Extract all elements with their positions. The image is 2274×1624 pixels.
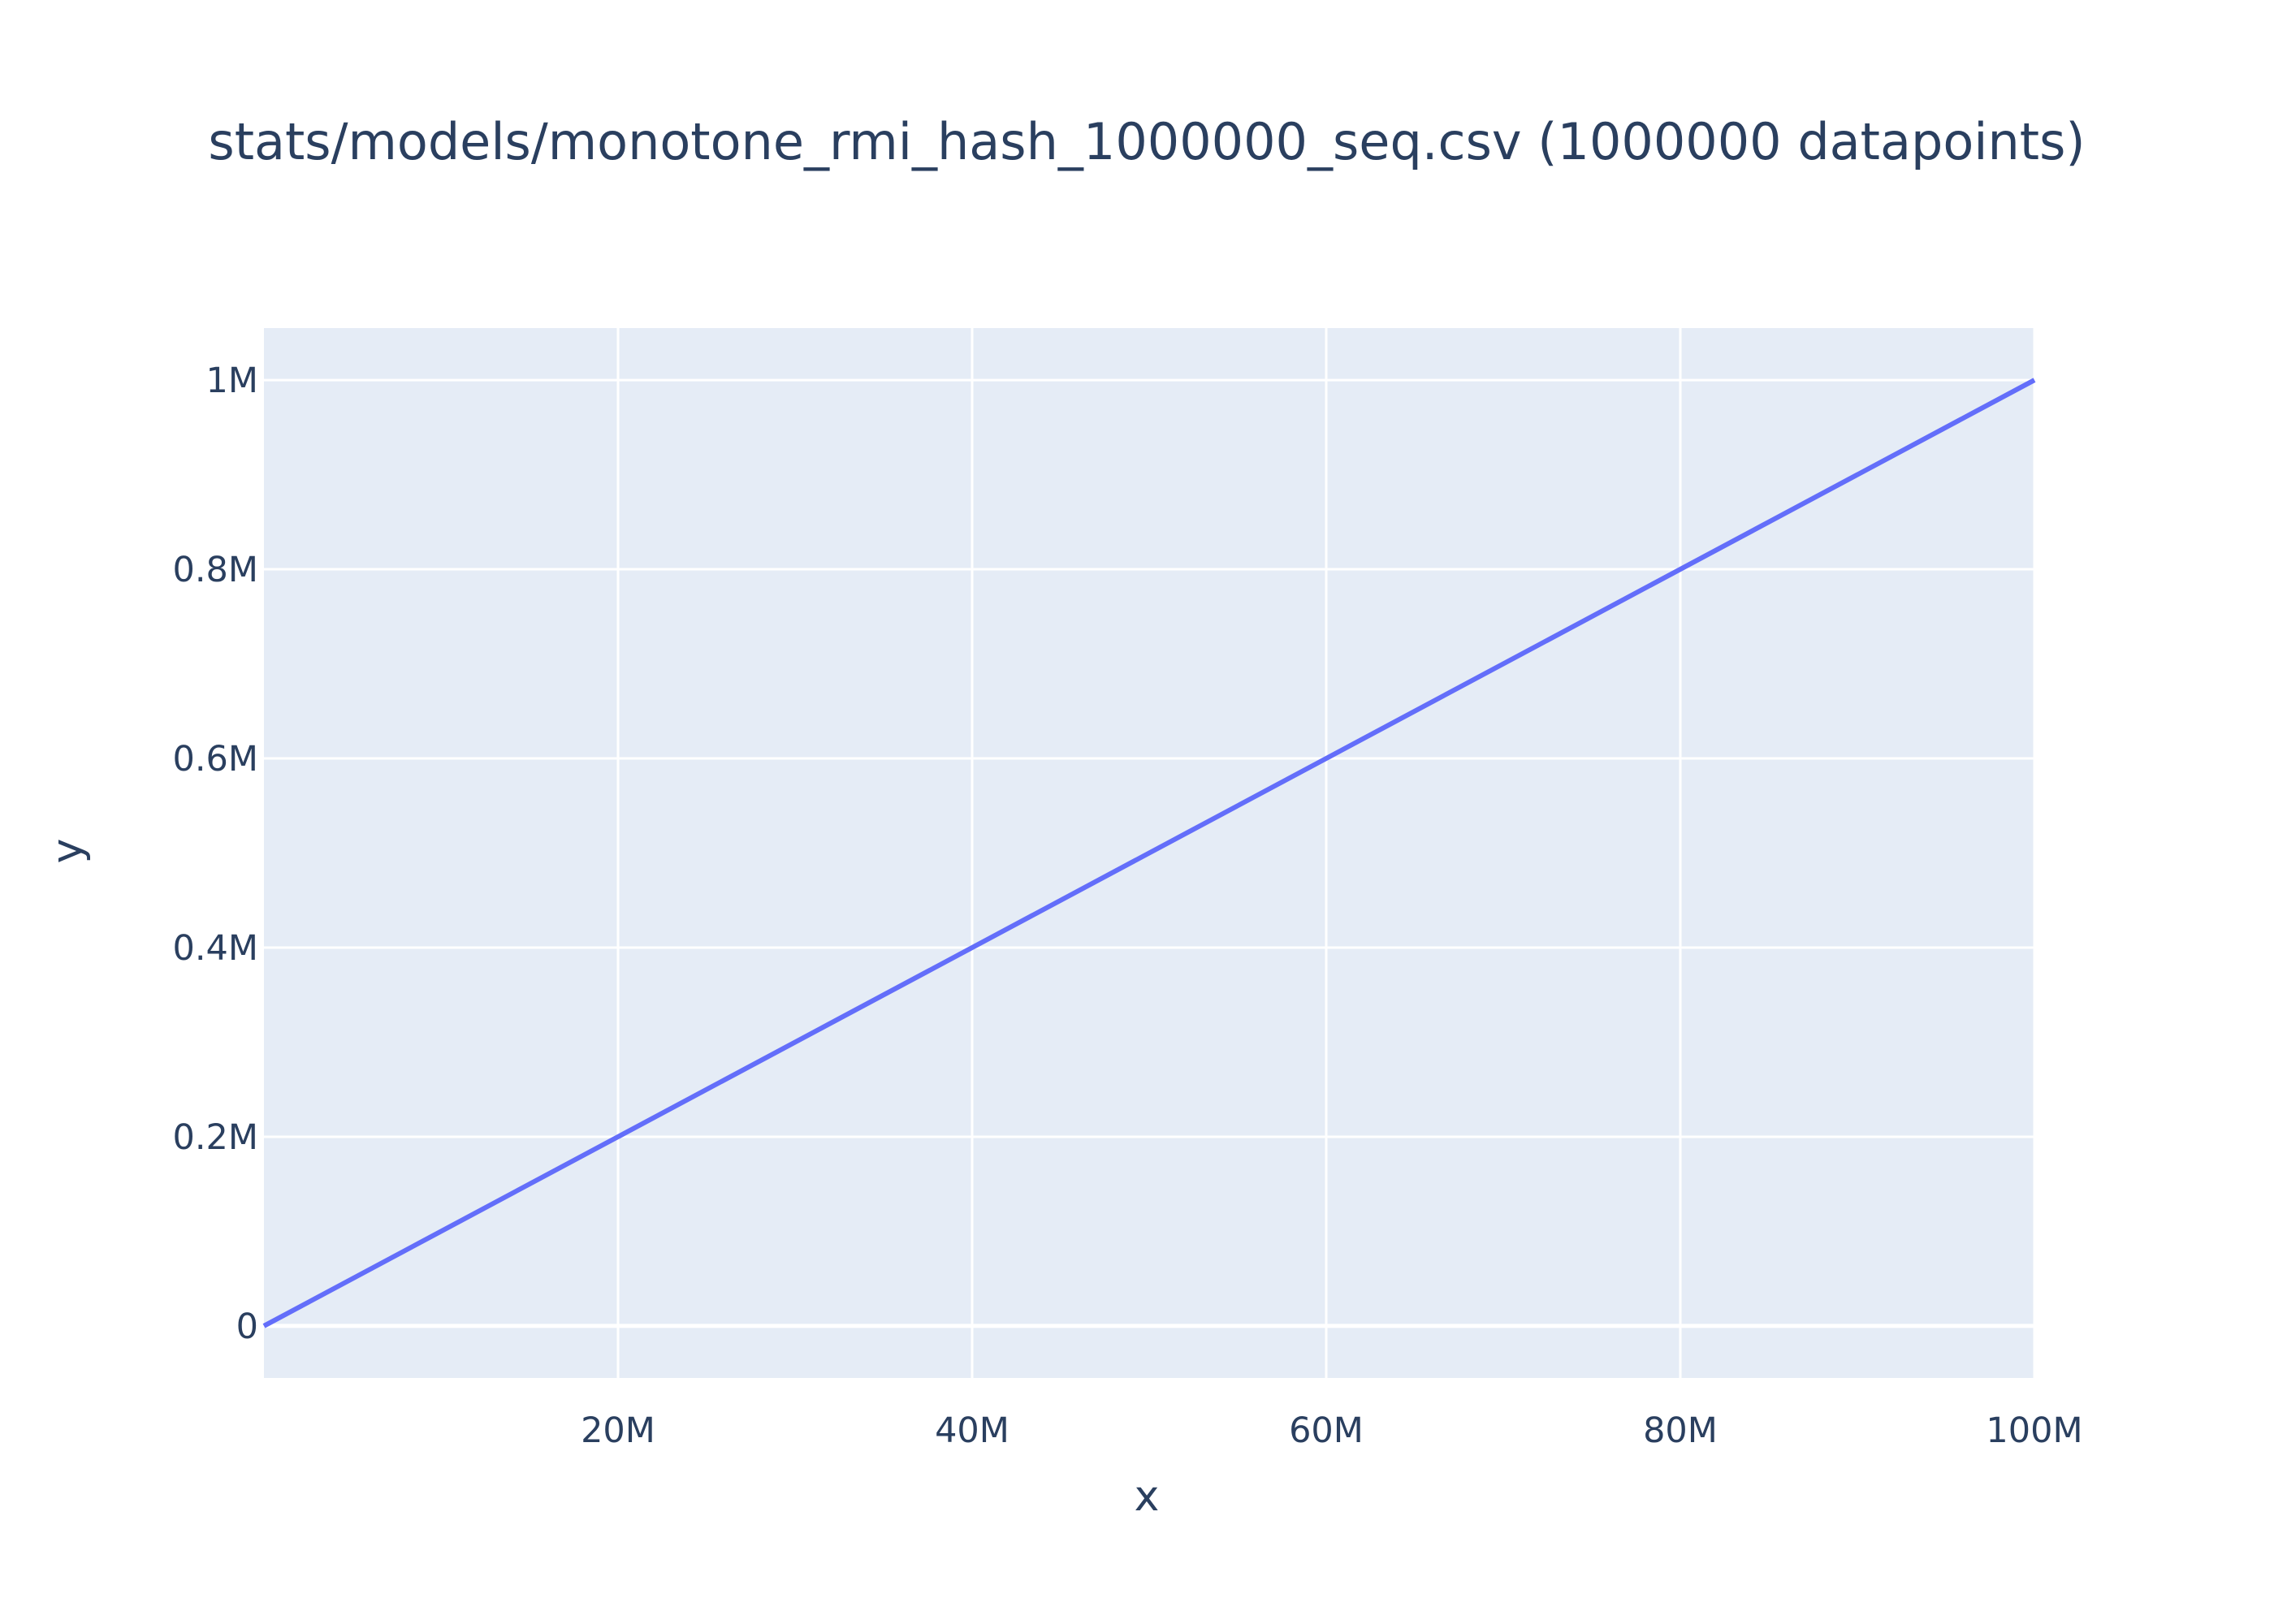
series-layer xyxy=(262,378,2036,1328)
x-tick-label: 80M xyxy=(1643,1410,1718,1451)
series-line xyxy=(262,378,2036,1328)
y-tick-label: 0 xyxy=(236,1307,258,1347)
x-tick-label: 60M xyxy=(1289,1410,1364,1451)
y-tick-label: 0.6M xyxy=(173,739,258,780)
x-axis-title: x xyxy=(1135,1472,1160,1521)
y-axis-title: y xyxy=(43,839,92,864)
x-tick-label: 20M xyxy=(581,1410,655,1451)
y-tick-label: 0.8M xyxy=(173,550,258,590)
chart-title: stats/models/monotone_rmi_hash_1000000_s… xyxy=(208,112,2085,171)
y-tick-label: 0.4M xyxy=(173,928,258,969)
grid-lines xyxy=(264,328,2036,1378)
x-tick-label: 40M xyxy=(935,1410,1009,1451)
x-tick-label: 100M xyxy=(1986,1410,2082,1451)
x-axis-ticks: 20M 40M 60M 80M 100M xyxy=(581,1410,2083,1451)
y-tick-label: 0.2M xyxy=(173,1117,258,1158)
y-axis-ticks: 0 0.2M 0.4M 0.6M 0.8M 1M xyxy=(173,361,258,1347)
y-tick-label: 1M xyxy=(206,361,258,401)
